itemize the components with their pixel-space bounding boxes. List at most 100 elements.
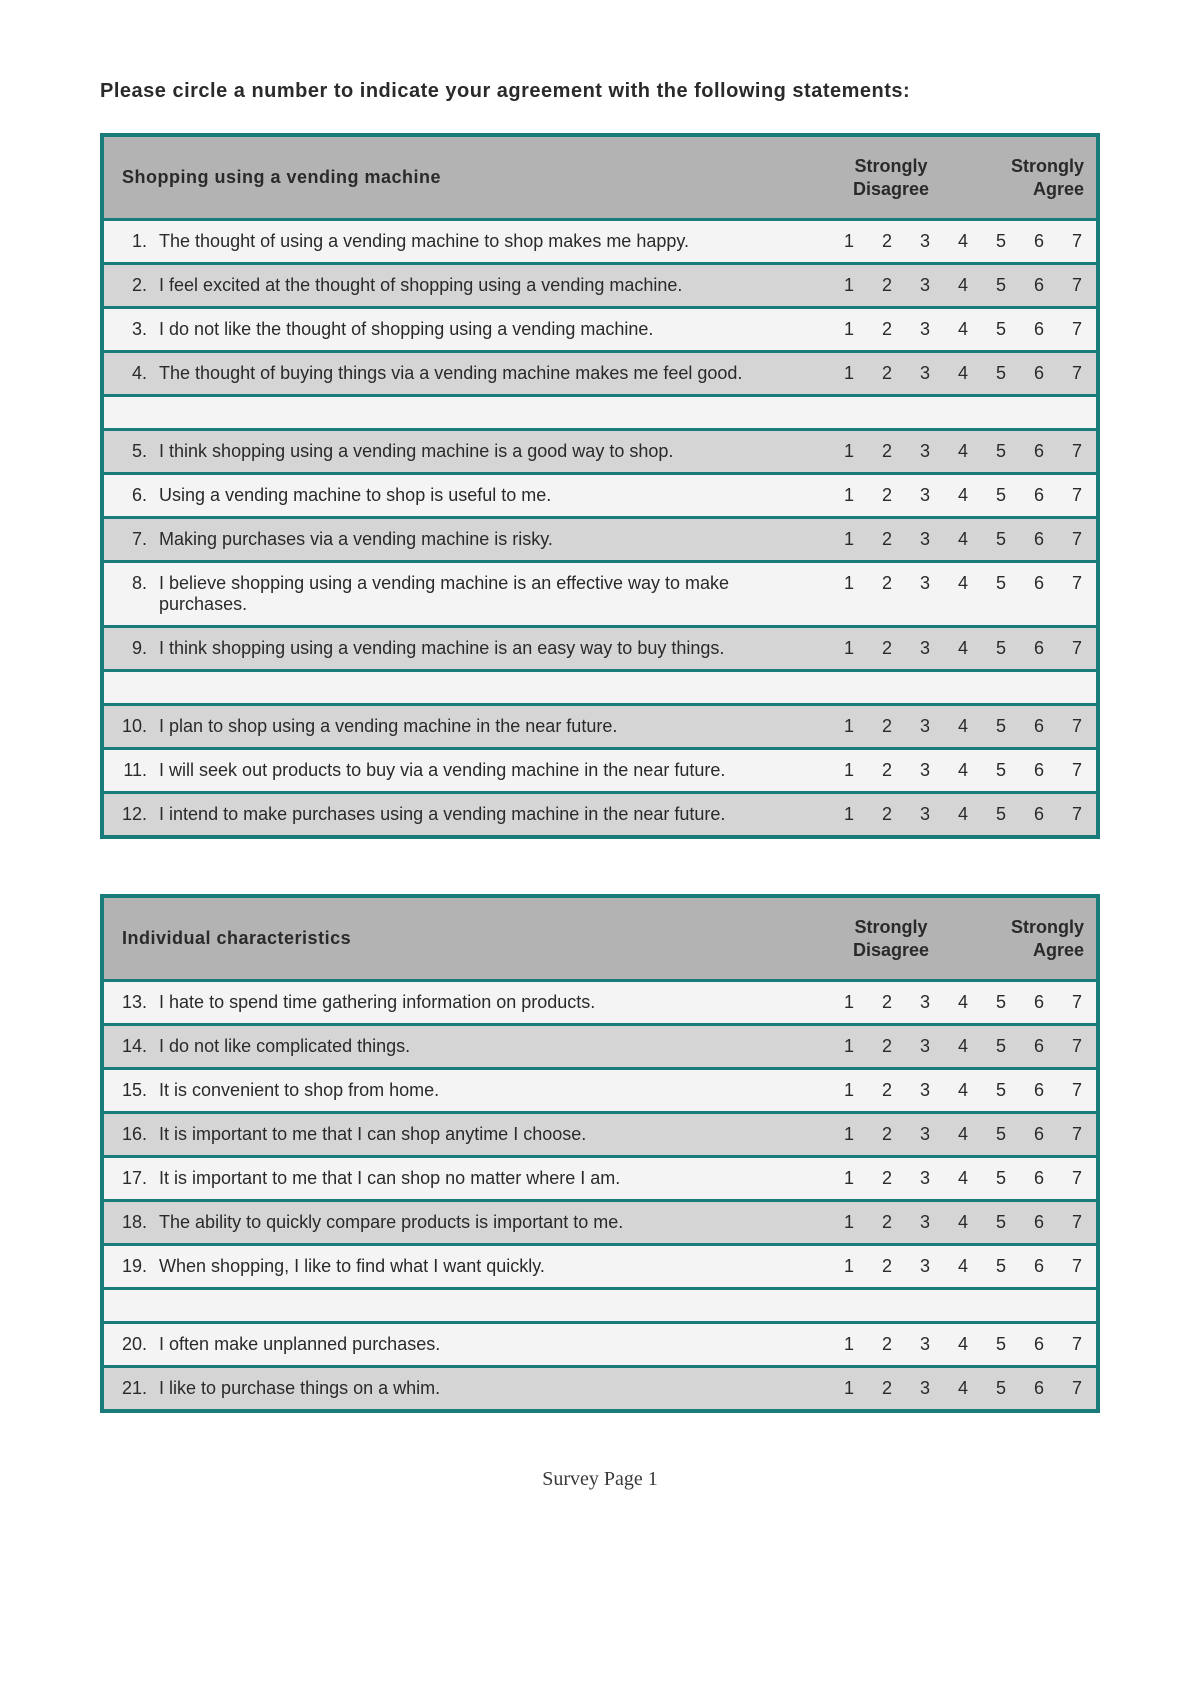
scale-option[interactable]: 7 [1058,309,1096,353]
scale-option[interactable]: 6 [1020,1158,1058,1202]
scale-option[interactable]: 1 [830,431,868,475]
scale-option[interactable]: 6 [1020,309,1058,353]
scale-option[interactable]: 4 [944,1202,982,1246]
scale-option[interactable]: 5 [982,750,1020,794]
scale-option[interactable]: 5 [982,1158,1020,1202]
scale-option[interactable]: 2 [868,1246,906,1290]
scale-option[interactable]: 7 [1058,1158,1096,1202]
scale-option[interactable]: 5 [982,1324,1020,1368]
scale-option[interactable]: 1 [830,221,868,265]
scale-option[interactable]: 3 [906,794,944,835]
scale-option[interactable]: 3 [906,431,944,475]
scale-option[interactable]: 5 [982,1114,1020,1158]
scale-option[interactable]: 2 [868,982,906,1026]
scale-option[interactable]: 3 [906,353,944,397]
scale-option[interactable]: 1 [830,750,868,794]
scale-option[interactable]: 5 [982,221,1020,265]
scale-option[interactable]: 6 [1020,1324,1058,1368]
scale-option[interactable]: 2 [868,309,906,353]
scale-option[interactable]: 3 [906,750,944,794]
scale-option[interactable]: 3 [906,1246,944,1290]
scale-option[interactable]: 5 [982,519,1020,563]
scale-option[interactable]: 7 [1058,431,1096,475]
scale-option[interactable]: 6 [1020,431,1058,475]
scale-option[interactable]: 7 [1058,1324,1096,1368]
scale-option[interactable]: 1 [830,1368,868,1409]
scale-option[interactable]: 7 [1058,628,1096,672]
scale-option[interactable]: 7 [1058,794,1096,835]
scale-option[interactable]: 1 [830,628,868,672]
scale-option[interactable]: 6 [1020,519,1058,563]
scale-option[interactable]: 5 [982,1070,1020,1114]
scale-option[interactable]: 1 [830,265,868,309]
scale-option[interactable]: 6 [1020,794,1058,835]
scale-option[interactable]: 5 [982,1026,1020,1070]
scale-option[interactable]: 1 [830,1324,868,1368]
scale-option[interactable]: 6 [1020,750,1058,794]
scale-option[interactable]: 2 [868,431,906,475]
scale-option[interactable]: 1 [830,982,868,1026]
scale-option[interactable]: 2 [868,706,906,750]
scale-option[interactable]: 7 [1058,1070,1096,1114]
scale-option[interactable]: 1 [830,1026,868,1070]
scale-option[interactable]: 4 [944,353,982,397]
scale-option[interactable]: 6 [1020,265,1058,309]
scale-option[interactable]: 6 [1020,353,1058,397]
scale-option[interactable]: 3 [906,475,944,519]
scale-option[interactable]: 2 [868,563,906,628]
scale-option[interactable]: 4 [944,475,982,519]
scale-option[interactable]: 4 [944,221,982,265]
scale-option[interactable]: 1 [830,1070,868,1114]
scale-option[interactable]: 1 [830,1114,868,1158]
scale-option[interactable]: 5 [982,475,1020,519]
scale-option[interactable]: 3 [906,1070,944,1114]
scale-option[interactable]: 4 [944,628,982,672]
scale-option[interactable]: 4 [944,1368,982,1409]
scale-option[interactable]: 3 [906,1026,944,1070]
scale-option[interactable]: 5 [982,265,1020,309]
scale-option[interactable]: 1 [830,1202,868,1246]
scale-option[interactable]: 7 [1058,750,1096,794]
scale-option[interactable]: 3 [906,1324,944,1368]
scale-option[interactable]: 5 [982,982,1020,1026]
scale-option[interactable]: 4 [944,265,982,309]
scale-option[interactable]: 4 [944,1114,982,1158]
scale-option[interactable]: 2 [868,1368,906,1409]
scale-option[interactable]: 7 [1058,1202,1096,1246]
scale-option[interactable]: 5 [982,706,1020,750]
scale-option[interactable]: 5 [982,1246,1020,1290]
scale-option[interactable]: 5 [982,563,1020,628]
scale-option[interactable]: 7 [1058,1368,1096,1409]
scale-option[interactable]: 6 [1020,982,1058,1026]
scale-option[interactable]: 3 [906,309,944,353]
scale-option[interactable]: 3 [906,563,944,628]
scale-option[interactable]: 1 [830,1158,868,1202]
scale-option[interactable]: 5 [982,309,1020,353]
scale-option[interactable]: 5 [982,1202,1020,1246]
scale-option[interactable]: 4 [944,1026,982,1070]
scale-option[interactable]: 2 [868,1114,906,1158]
scale-option[interactable]: 3 [906,1114,944,1158]
scale-option[interactable]: 7 [1058,706,1096,750]
scale-option[interactable]: 2 [868,353,906,397]
scale-option[interactable]: 3 [906,519,944,563]
scale-option[interactable]: 7 [1058,1246,1096,1290]
scale-option[interactable]: 6 [1020,706,1058,750]
scale-option[interactable]: 6 [1020,563,1058,628]
scale-option[interactable]: 6 [1020,221,1058,265]
scale-option[interactable]: 4 [944,750,982,794]
scale-option[interactable]: 6 [1020,475,1058,519]
scale-option[interactable]: 5 [982,353,1020,397]
scale-option[interactable]: 3 [906,628,944,672]
scale-option[interactable]: 2 [868,475,906,519]
scale-option[interactable]: 4 [944,309,982,353]
scale-option[interactable]: 2 [868,750,906,794]
scale-option[interactable]: 3 [906,1202,944,1246]
scale-option[interactable]: 4 [944,1246,982,1290]
scale-option[interactable]: 1 [830,475,868,519]
scale-option[interactable]: 7 [1058,1114,1096,1158]
scale-option[interactable]: 7 [1058,982,1096,1026]
scale-option[interactable]: 2 [868,1070,906,1114]
scale-option[interactable]: 7 [1058,1026,1096,1070]
scale-option[interactable]: 4 [944,431,982,475]
